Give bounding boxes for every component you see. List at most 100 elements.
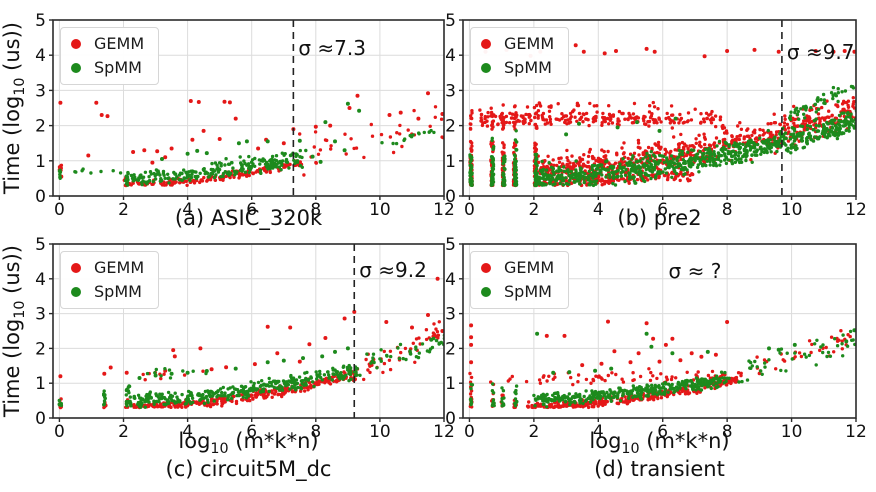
panel-a-grid: [53, 20, 444, 196]
x-tick-label: 0: [464, 200, 475, 220]
spmm-marker-icon: [481, 63, 491, 73]
legend-label-gemm: GEMM: [94, 258, 145, 277]
legend-item-spmm: SpMM: [481, 282, 554, 302]
x-tick-label: 12: [845, 422, 867, 442]
x-tick-label: 6: [657, 200, 668, 220]
legend-label-gemm: GEMM: [504, 34, 555, 53]
y-tick-label: 0: [35, 187, 46, 207]
x-tick-label: 2: [118, 200, 129, 220]
x-axis-label-panel-d: log10 (m*k*n): [463, 429, 856, 457]
y-tick-label: 4: [35, 46, 46, 66]
y-tick-label: 0: [35, 409, 46, 429]
y-tick-label: 4: [445, 46, 456, 66]
y-tick-label: 0: [445, 187, 456, 207]
y-tick-label: 2: [35, 117, 46, 137]
x-tick-label: 12: [845, 200, 867, 220]
panel-a-points-spmm: [57, 101, 436, 187]
spmm-marker-icon: [71, 63, 81, 73]
y-tick-label: 0: [445, 409, 456, 429]
legend-label-spmm: SpMM: [94, 282, 142, 301]
x-tick-label: 8: [722, 200, 733, 220]
y-axis-label-text: Time (log: [0, 95, 24, 194]
x-tick-label: 4: [182, 422, 193, 442]
y-axis-label-text: (us)): [0, 22, 24, 78]
y-tick-label: 3: [35, 305, 46, 325]
y-axis-label-row-2: Time (log10 (us)): [0, 245, 28, 417]
y-tick-label: 2: [35, 339, 46, 359]
y-axis-label-text: (us)): [0, 245, 24, 301]
x-tick-label: 10: [369, 422, 391, 442]
panel-c-frame: [52, 243, 445, 419]
caption-panel-c: (c) circuit5M_dc: [165, 457, 332, 481]
y-tick-label: 2: [445, 339, 456, 359]
legend-label-spmm: SpMM: [94, 58, 142, 77]
y-tick-label: 1: [445, 152, 456, 172]
x-tick-label: 4: [182, 200, 193, 220]
panel-b-frame: [462, 19, 857, 197]
x-axis-label-text: (m*k*n): [228, 429, 319, 453]
y-axis-label-subscript: 10: [12, 77, 29, 96]
sigma-annotation-panel-b: σ ≈9.7: [786, 40, 855, 64]
spmm-marker-icon: [71, 287, 81, 297]
legend-item-gemm: GEMM: [71, 258, 144, 278]
y-tick-label: 1: [445, 374, 456, 394]
panel-d-frame: [462, 243, 857, 419]
x-axis-label-text: log: [178, 429, 211, 453]
sigma-annotation-panel-c: σ ≈9.2: [359, 258, 427, 282]
x-tick-label: 4: [593, 422, 604, 442]
x-tick-label: 0: [54, 200, 65, 220]
x-tick-label: 8: [310, 200, 321, 220]
legend-item-spmm: SpMM: [481, 58, 554, 78]
x-axis-label-subscript: 10: [210, 441, 229, 458]
legend-item-gemm: GEMM: [71, 34, 144, 54]
x-tick-label: 12: [433, 422, 455, 442]
legend-panel-a: GEMM SpMM: [60, 27, 160, 85]
y-tick-label: 3: [445, 305, 456, 325]
x-tick-label: 12: [433, 200, 455, 220]
caption-panel-a: (a) ASIC_320k: [174, 206, 323, 230]
x-tick-label: 2: [528, 200, 539, 220]
legend-panel-b: GEMM SpMM: [470, 27, 570, 85]
y-axis-label-row-1: Time (log10 (us)): [0, 22, 28, 194]
y-tick-label: 2: [445, 117, 456, 137]
legend-item-spmm: SpMM: [71, 58, 144, 78]
legend-label-gemm: GEMM: [504, 258, 555, 277]
gemm-marker-icon: [71, 39, 81, 49]
x-tick-label: 10: [369, 200, 391, 220]
x-tick-label: 8: [722, 422, 733, 442]
y-tick-label: 1: [35, 152, 46, 172]
legend-item-gemm: GEMM: [481, 34, 554, 54]
y-tick-label: 5: [35, 235, 46, 255]
panel-b-points-spmm: [468, 78, 856, 188]
y-tick-label: 3: [35, 81, 46, 101]
y-axis-label-subscript: 10: [12, 300, 29, 319]
x-tick-label: 10: [781, 200, 803, 220]
x-tick-label: 0: [54, 422, 65, 442]
caption-panel-d: (d) transient: [594, 457, 725, 481]
legend-item-gemm: GEMM: [481, 258, 554, 278]
x-tick-label: 2: [528, 422, 539, 442]
y-tick-label: 5: [445, 11, 456, 31]
panel-a-frame: [52, 19, 445, 197]
gemm-marker-icon: [71, 263, 81, 273]
gemm-marker-icon: [481, 263, 491, 273]
caption-panel-b: (b) pre2: [617, 206, 702, 230]
x-tick-label: 0: [464, 422, 475, 442]
legend-label-gemm: GEMM: [94, 34, 145, 53]
spmm-marker-icon: [481, 287, 491, 297]
x-tick-label: 6: [246, 422, 257, 442]
x-tick-label: 8: [310, 422, 321, 442]
y-tick-label: 4: [35, 270, 46, 290]
x-axis-label-text: log: [589, 429, 622, 453]
y-tick-label: 5: [445, 235, 456, 255]
y-tick-label: 3: [445, 81, 456, 101]
y-axis-label-text: Time (log: [0, 318, 24, 417]
sigma-annotation-panel-d: σ ≈ ?: [668, 259, 722, 283]
legend-panel-d: GEMM SpMM: [470, 251, 570, 309]
x-tick-label: 2: [118, 422, 129, 442]
